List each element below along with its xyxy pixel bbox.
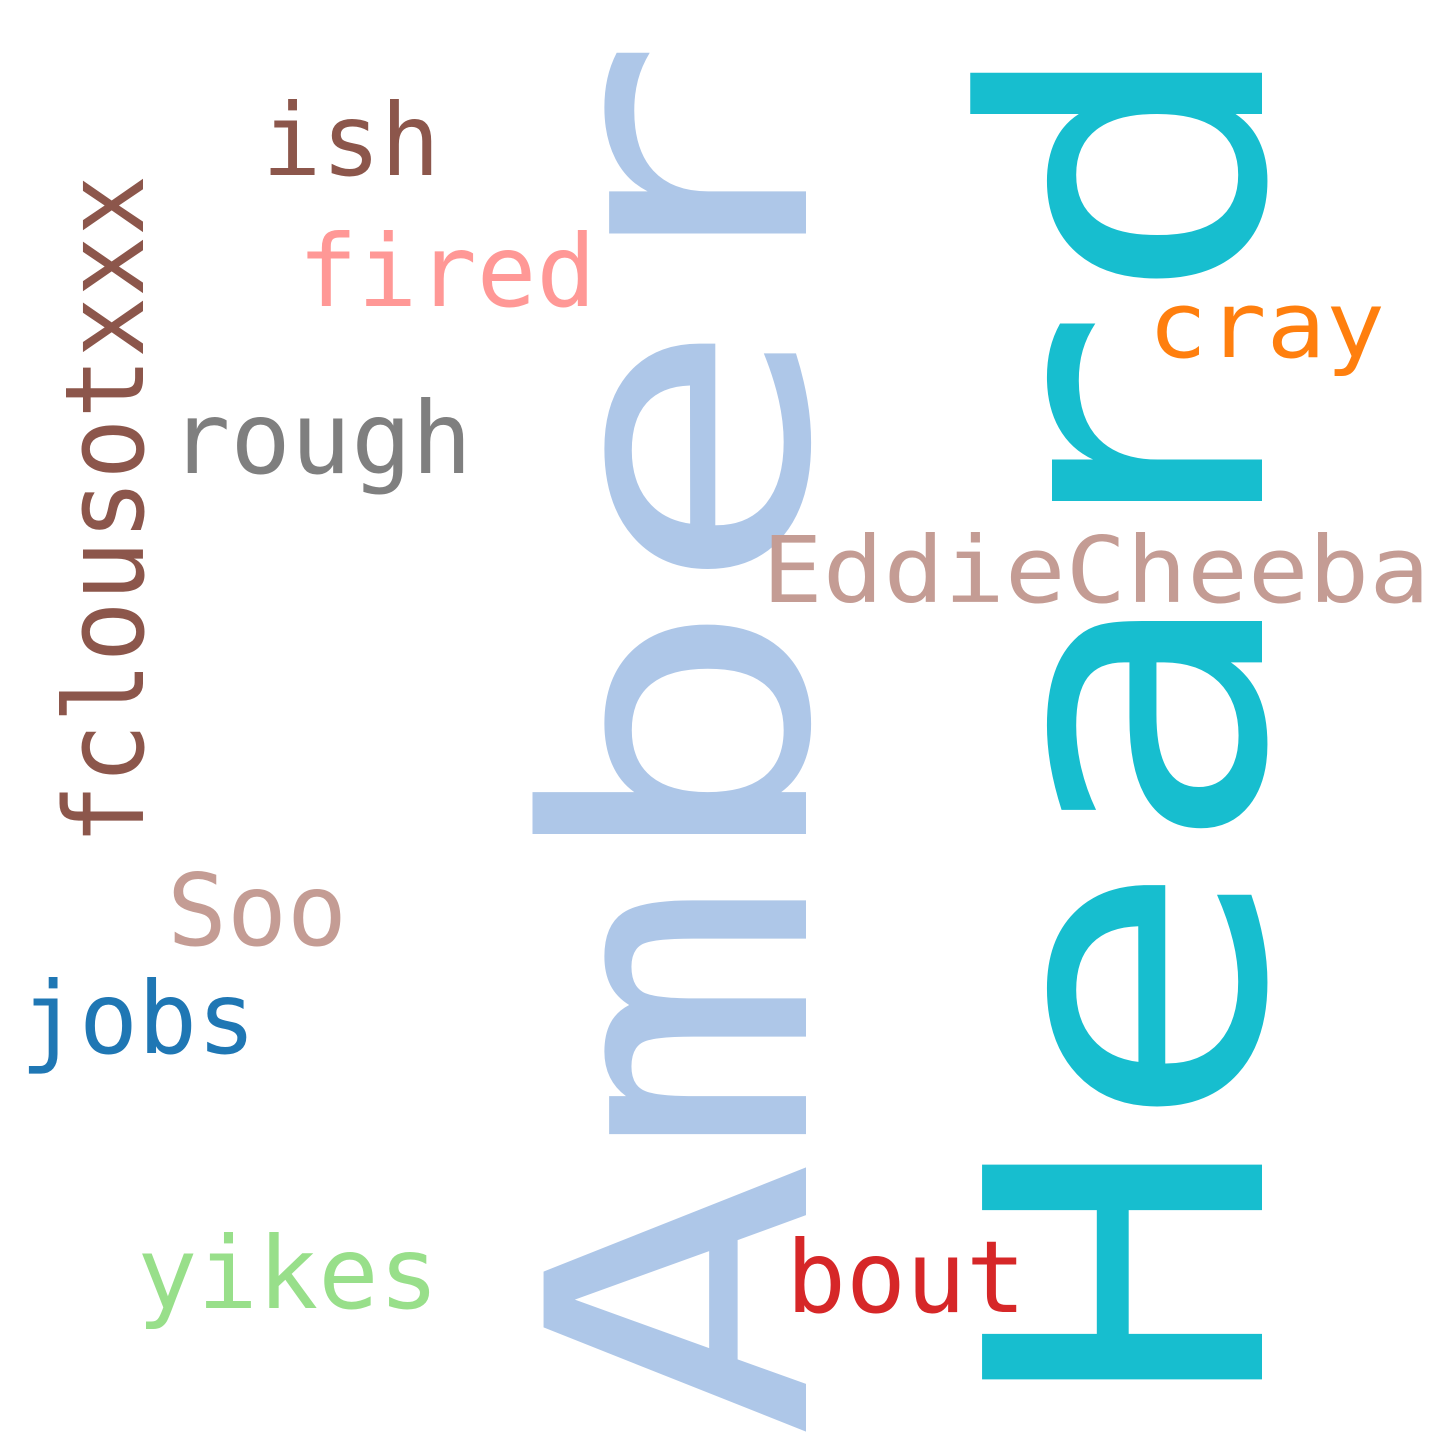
word-bout: bout xyxy=(786,1219,1026,1336)
word-eddiecheeba: EddieCheeba xyxy=(762,517,1430,624)
word-cray: cray xyxy=(1148,272,1385,379)
word-soo: Soo xyxy=(167,852,347,969)
word-fired: fired xyxy=(298,213,596,330)
word-fclousotxxx: fclousotxxx xyxy=(41,175,169,845)
word-amber: Amber xyxy=(472,35,891,1440)
word-heard: Heard xyxy=(906,30,1353,1410)
word-rough: rough xyxy=(170,380,472,497)
word-jobs: jobs xyxy=(20,960,256,1077)
word-ish: ish xyxy=(262,82,440,199)
word-yikes: yikes xyxy=(137,1215,439,1332)
